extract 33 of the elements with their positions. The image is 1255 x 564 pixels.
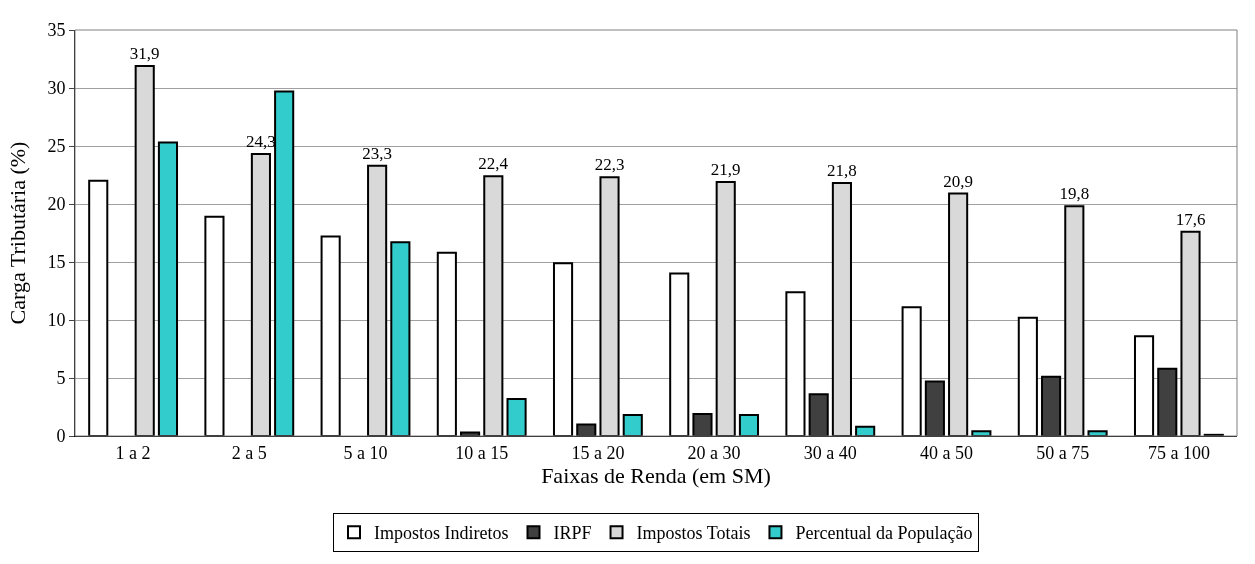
data-label: 23,3: [362, 143, 392, 163]
x-tick-label: 75 a 100: [1147, 442, 1210, 463]
x-tick-label: 10 a 15: [455, 442, 509, 463]
x-tick-label: 15 a 20: [571, 442, 625, 463]
data-label: 22,4: [478, 154, 509, 174]
data-label: 31,9: [129, 43, 160, 63]
y-tick-label: 30: [47, 78, 66, 99]
y-tick-label: 20: [47, 194, 66, 215]
data-label: 17,6: [1175, 209, 1206, 229]
data-label: 22,3: [594, 155, 625, 175]
data-label: 21,8: [827, 161, 857, 181]
y-tick-label: 35: [47, 20, 66, 41]
x-tick-label: 2 a 5: [231, 442, 267, 463]
x-tick-label: 1 a 2: [115, 442, 151, 463]
y-tick-label: 5: [56, 368, 66, 389]
legend-label: IRPF: [553, 523, 592, 544]
y-tick-label: 10: [47, 310, 66, 331]
x-tick-label: 40 a 50: [920, 442, 973, 463]
y-axis-title: Carga Tributária (%): [5, 141, 31, 325]
data-label: 19,8: [1059, 184, 1090, 204]
legend-label: Impostos Totais: [636, 523, 751, 544]
y-tick-label: 15: [47, 252, 66, 273]
data-label: 20,9: [943, 171, 973, 191]
x-tick-label: 30 a 40: [803, 442, 857, 463]
x-tick-label: 50 a 75: [1036, 442, 1090, 463]
x-tick-label: 5 a 10: [343, 442, 388, 463]
legend-label: Impostos Indiretos: [374, 523, 509, 544]
legend-label: Percentual da População: [795, 523, 973, 544]
x-tick-label: 20 a 30: [687, 442, 741, 463]
x-axis-title: Faixas de Renda (em SM): [541, 462, 771, 488]
y-tick-label: 25: [47, 136, 66, 157]
y-tick-label: 0: [56, 426, 66, 447]
data-label: 21,9: [710, 159, 741, 179]
